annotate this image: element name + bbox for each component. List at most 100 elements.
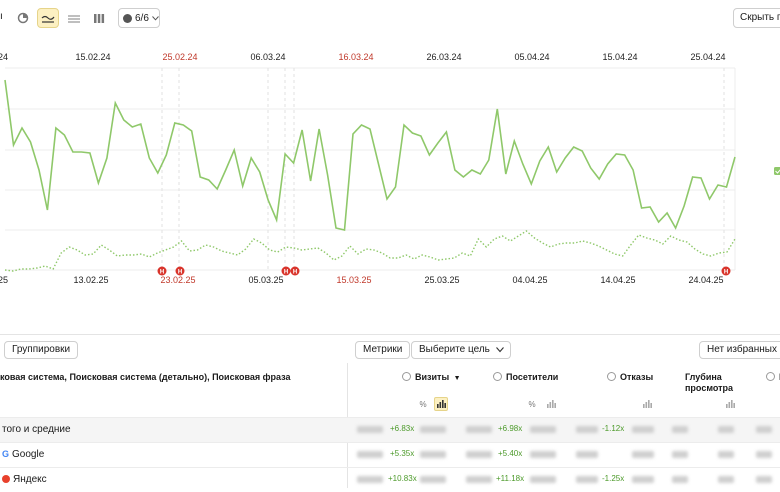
blurred-value	[530, 426, 556, 433]
ratio-value: +10.83x	[388, 474, 417, 483]
blurred-value	[576, 476, 598, 483]
goal-select[interactable]: Выберите цель	[411, 341, 511, 359]
svg-text:Н: Н	[160, 270, 164, 276]
holiday-marker[interactable]: Н	[175, 266, 185, 276]
top-date-label: 15.02.24	[75, 52, 110, 62]
blurred-value	[357, 426, 383, 433]
row-label: Яндекс	[2, 474, 47, 485]
svg-text:Н: Н	[293, 270, 297, 276]
column-bounce[interactable]: Отказы	[607, 372, 653, 382]
table-row-yandex[interactable]: Яндекс +10.83x +11.18x -1.25x	[0, 467, 780, 492]
ratio-value: +5.40x	[498, 449, 523, 458]
info-icon	[607, 372, 616, 381]
section-divider	[0, 334, 780, 335]
top-date-label: 05.04.24	[514, 52, 549, 62]
blurred-value	[466, 426, 492, 433]
ratio-value: +6.98x	[498, 424, 523, 433]
holiday-marker[interactable]: Н	[721, 266, 731, 276]
top-date-label: 02.24	[0, 52, 8, 62]
top-date-label: 25.02.24	[162, 52, 197, 62]
blurred-value	[632, 451, 654, 458]
blurred-value	[530, 451, 556, 458]
segments-icon	[123, 13, 132, 23]
period-label-cut: ı	[0, 11, 3, 22]
bottom-date-label: 13.02.25	[73, 275, 108, 285]
blurred-value	[420, 476, 446, 483]
blurred-value	[718, 451, 734, 458]
area-chart-icon[interactable]	[63, 8, 85, 28]
column-depth[interactable]: Глубина	[685, 372, 722, 382]
svg-text:Н: Н	[284, 270, 288, 276]
ratio-value: -1.12x	[602, 424, 625, 433]
table-row-total[interactable]: того и средние +6.83x +6.98x -1.12x	[0, 417, 780, 442]
ratio-value: +11.18x	[496, 474, 525, 483]
column-visitors[interactable]: Посетители	[493, 372, 558, 382]
bar-toggle-icon[interactable]	[723, 397, 737, 411]
segments-select[interactable]: 6/6	[118, 8, 160, 28]
yandex-icon	[2, 475, 10, 483]
svg-text:Н: Н	[178, 270, 182, 276]
bar-toggle-icon[interactable]	[544, 397, 558, 411]
groupings-button[interactable]: Группировки	[4, 341, 79, 359]
blurred-value	[718, 426, 734, 433]
traffic-chart: 02.24 15.02.24 25.02.24 06.03.24 16.03.24 26.…	[0, 40, 780, 290]
table-row-google[interactable]: G Google +5.35x +5.40x	[0, 442, 780, 467]
current-period-series	[4, 79, 736, 231]
column-visits[interactable]: Визиты ▼	[402, 372, 461, 382]
blurred-value	[672, 476, 688, 483]
bottom-date-label: 23.02.25	[160, 275, 195, 285]
top-date-label: 15.04.24	[602, 52, 637, 62]
google-icon: G	[2, 449, 10, 459]
chevron-down-icon	[495, 347, 504, 353]
blurred-value	[420, 426, 446, 433]
blurred-value	[718, 476, 734, 483]
blurred-value	[357, 476, 383, 483]
blurred-value	[756, 426, 772, 433]
metrics-button[interactable]: Метрики	[355, 341, 411, 359]
bar-chart-icon[interactable]	[88, 8, 110, 28]
bottom-date-label: 25.03.25	[424, 275, 459, 285]
holiday-marker[interactable]: Н	[157, 266, 167, 276]
chevron-down-icon	[152, 15, 159, 21]
pie-chart-icon[interactable]	[12, 8, 34, 28]
bottom-date-label: 05.03.25	[248, 275, 283, 285]
column-time[interactable]: В	[766, 372, 780, 382]
comparison-period-series	[4, 230, 736, 272]
percent-toggle-icon[interactable]: %	[419, 399, 427, 409]
bottom-date-label: 04.04.25	[512, 275, 547, 285]
blurred-value	[756, 451, 772, 458]
holiday-marker[interactable]: Н	[290, 266, 300, 276]
line-chart-icon[interactable]	[37, 8, 59, 28]
series-legend-checkbox[interactable]	[774, 167, 780, 175]
chart-toolbar: ı 6/6 Скрыть гр	[0, 0, 780, 36]
info-icon	[493, 372, 502, 381]
holiday-marker[interactable]: Н	[281, 266, 291, 276]
dimension-header[interactable]: ковая система, Поисковая система (деталь…	[0, 372, 291, 382]
bar-toggle-icon[interactable]	[640, 397, 654, 411]
info-icon	[402, 372, 411, 381]
blurred-value	[357, 451, 383, 458]
blurred-value	[466, 451, 492, 458]
bottom-date-label: 02.25	[0, 275, 8, 285]
hide-chart-button[interactable]: Скрыть гр	[733, 8, 780, 28]
ratio-value: +5.35x	[390, 449, 415, 458]
blurred-value	[420, 451, 446, 458]
percent-toggle-icon[interactable]: %	[528, 399, 536, 409]
info-icon	[766, 372, 775, 381]
sort-desc-icon: ▼	[453, 375, 461, 382]
segments-count: 6/6	[135, 12, 149, 24]
bottom-date-label: 15.03.25	[336, 275, 371, 285]
blurred-value	[632, 476, 654, 483]
blurred-value	[466, 476, 492, 483]
blurred-value	[576, 426, 598, 433]
bar-toggle-icon[interactable]	[434, 397, 448, 411]
blurred-value	[672, 451, 688, 458]
ratio-value: -1.25x	[602, 474, 625, 483]
favorites-button[interactable]: Нет избранных цел	[699, 341, 780, 359]
blurred-value	[530, 476, 556, 483]
svg-text:Н: Н	[724, 270, 728, 276]
bottom-date-label: 14.04.25	[600, 275, 635, 285]
ratio-value: +6.83x	[390, 424, 415, 433]
row-label: того и средние	[2, 424, 71, 435]
blurred-value	[576, 451, 598, 458]
